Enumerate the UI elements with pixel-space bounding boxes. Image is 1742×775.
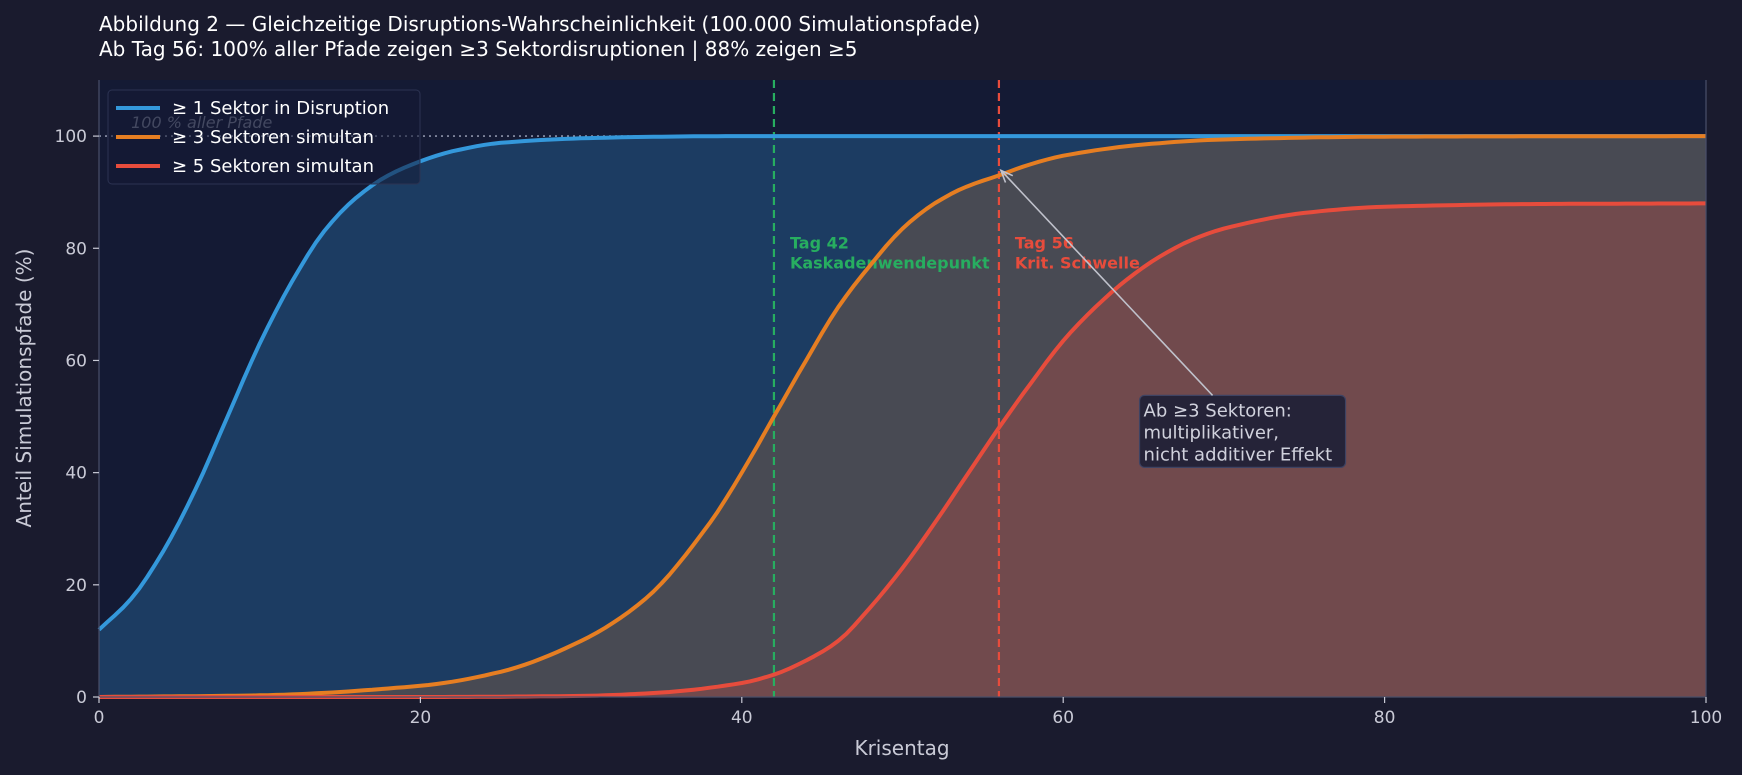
annotation-arrow-line	[1000, 169, 1214, 396]
chart-subtitle: Ab Tag 56: 100% aller Pfade zeigen ≥3 Se…	[99, 37, 857, 61]
series-3-area	[99, 203, 1706, 697]
legend-label-3: ≥ 5 Sektoren simultan	[172, 156, 374, 177]
annotation-text-line-2: multiplikativer,	[1144, 422, 1279, 443]
series-1-area	[99, 136, 1706, 698]
x-tick-label-80: 80	[1374, 708, 1396, 728]
vline-day-42-label-1: Tag 42	[790, 233, 849, 252]
series-2-line	[98, 134, 1706, 699]
legend-label-2: ≥ 3 Sektoren simultan	[172, 127, 374, 148]
y-tick-label-60: 60	[65, 351, 87, 371]
annotation-text-line-1: Ab ≥3 Sektoren:	[1144, 400, 1292, 421]
y-tick-label-20: 20	[65, 576, 87, 596]
vline-day-56-label-2: Krit. Schwelle	[1015, 253, 1140, 272]
y-axis-title: Anteil Simulationspfade (%)	[12, 249, 36, 528]
y-tick-label-100: 100	[55, 127, 87, 147]
x-axis-title: Krisentag	[854, 736, 949, 760]
y-tick-label-40: 40	[65, 464, 87, 484]
series-2-area	[99, 136, 1706, 698]
chart-title: Abbildung 2 — Gleichzeitige Disruptions-…	[99, 12, 980, 36]
annotation-arrow-head	[999, 168, 1014, 183]
legend-label-1: ≥ 1 Sektor in Disruption	[172, 98, 389, 119]
vline-day-56-label-1: Tag 56	[1015, 233, 1074, 252]
y-tick-label-80: 80	[65, 239, 87, 259]
legend-box	[107, 89, 421, 185]
x-tick-label-20: 20	[410, 708, 432, 728]
x-tick-label-60: 60	[1052, 708, 1074, 728]
x-tick-label-40: 40	[731, 708, 753, 728]
vline-day-42-label-2: Kaskadenwendepunkt	[790, 253, 990, 272]
x-tick-label-0: 0	[94, 708, 105, 728]
x-tick-label-100: 100	[1690, 708, 1722, 728]
y-tick-label-0: 0	[76, 688, 87, 708]
annotation-text-line-3: nicht additiver Effekt	[1144, 444, 1333, 465]
annotation-box	[1138, 394, 1347, 468]
